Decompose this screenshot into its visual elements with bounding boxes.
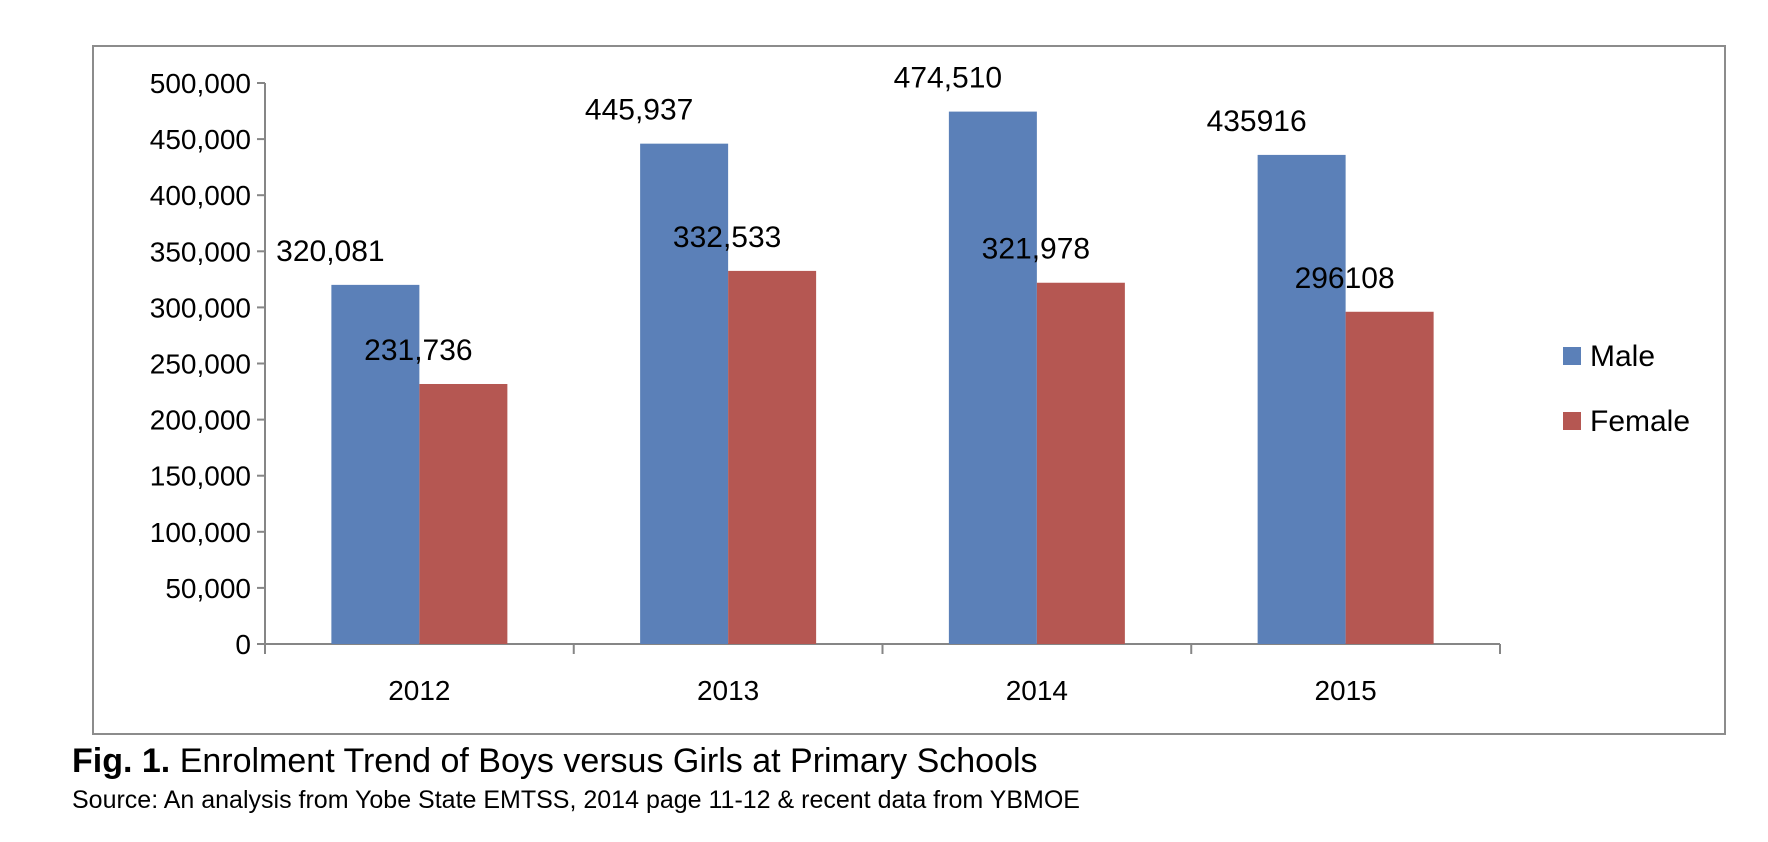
bar-male-2015 (1257, 154, 1346, 644)
bar-female-2013 (728, 270, 817, 644)
x-tick-label: 2015 (1314, 675, 1376, 706)
data-label-male-2015: 435916 (1207, 105, 1307, 138)
y-tick-label: 50,000 (165, 573, 251, 604)
y-tick-label: 150,000 (150, 461, 251, 492)
y-tick-label: 350,000 (150, 236, 251, 267)
data-label-male-2014: 474,510 (894, 62, 1002, 95)
legend-swatch-female (1563, 412, 1581, 430)
data-label-female-2013: 332,533 (673, 221, 781, 254)
legend-label-female: Female (1590, 405, 1690, 438)
data-label-female-2014: 321,978 (982, 233, 1090, 266)
x-tick-label: 2013 (697, 675, 759, 706)
data-label-male-2012: 320,081 (276, 235, 384, 268)
y-tick-label: 0 (235, 629, 251, 660)
figure-title: Enrolment Trend of Boys versus Girls at … (179, 742, 1038, 780)
y-tick-label: 450,000 (150, 124, 251, 155)
y-tick-label: 300,000 (150, 292, 251, 323)
bar-female-2012 (419, 383, 508, 644)
data-label-male-2013: 445,937 (585, 94, 693, 127)
y-tick-label: 100,000 (150, 517, 251, 548)
y-tick-label: 200,000 (150, 405, 251, 436)
figure-source: Source: An analysis from Yobe State EMTS… (72, 786, 1080, 814)
x-tick-label: 2014 (1006, 675, 1068, 706)
figure-number: Fig. 1. (72, 742, 171, 780)
y-tick-label: 400,000 (150, 180, 251, 211)
bar-female-2015 (1345, 311, 1434, 644)
legend-label-male: Male (1590, 340, 1655, 373)
bar-female-2014 (1036, 282, 1125, 644)
data-label-female-2012: 231,736 (364, 334, 472, 367)
figure-caption: Fig. 1. Enrolment Trend of Boys versus G… (72, 740, 1752, 818)
bar-male-2012 (331, 284, 420, 644)
caption-title-line: Fig. 1. Enrolment Trend of Boys versus G… (72, 740, 1752, 782)
y-tick-label: 500,000 (150, 68, 251, 99)
bar-male-2013 (640, 143, 729, 644)
bar-chart: 0 50,000 100,000 150,000 200,000 250,000 300,0… (150, 62, 1690, 706)
bar-male-2014 (948, 111, 1037, 644)
x-tick-label: 2012 (388, 675, 450, 706)
legend-swatch-male (1563, 347, 1581, 365)
data-label-female-2015: 296108 (1295, 262, 1395, 295)
y-tick-label: 250,000 (150, 349, 251, 380)
